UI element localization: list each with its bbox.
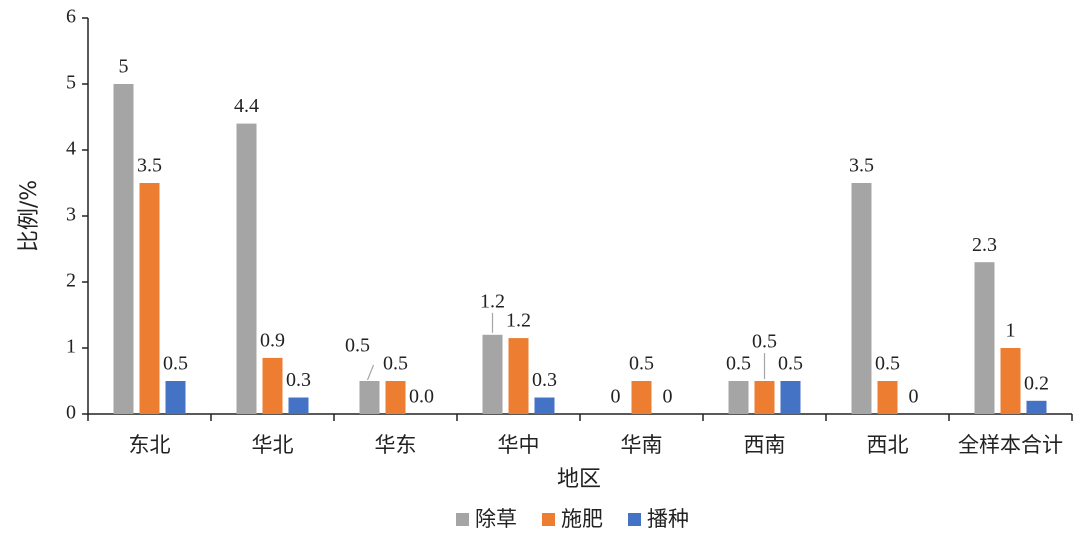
y-tick-label: 2: [66, 270, 76, 292]
data-label: 0.5: [778, 353, 803, 375]
data-label: 1: [1006, 320, 1016, 342]
data-label: 3.5: [849, 155, 874, 177]
x-category-label: 全样本合计: [958, 433, 1063, 457]
data-label: 0.0: [409, 386, 434, 408]
data-label: 0.5: [875, 353, 900, 375]
x-category-label: 华东: [375, 433, 417, 457]
y-tick-label: 3: [66, 204, 76, 226]
x-category-label: 华中: [498, 433, 540, 457]
bar: [1000, 348, 1021, 414]
bar: [288, 397, 309, 414]
bar: [482, 334, 503, 414]
legend-swatch: [542, 513, 555, 526]
x-category-label: 西南: [744, 433, 786, 457]
data-label: 0.2: [1024, 372, 1049, 394]
data-label: 0.3: [532, 369, 557, 391]
y-tick-label: 4: [66, 138, 76, 160]
bar: [385, 381, 406, 414]
bar: [780, 381, 801, 414]
legend-label: 除草: [475, 507, 517, 531]
data-label: 0.5: [629, 353, 654, 375]
data-label: 0.5: [726, 353, 751, 375]
legend-label: 播种: [647, 507, 689, 531]
data-labels: 53.50.54.40.90.30.50.50.01.21.20.300.500…: [119, 56, 1050, 408]
leader-lines: [366, 312, 766, 381]
y-tick-label: 6: [66, 6, 76, 28]
data-label: 0.3: [286, 369, 311, 391]
data-label: 0.5: [383, 353, 408, 375]
leader-line: [366, 364, 375, 381]
data-label: 1.2: [506, 310, 531, 332]
data-label: 0: [663, 386, 673, 408]
data-label: 0.5: [752, 331, 777, 353]
bar: [1026, 400, 1047, 414]
bar: [974, 262, 995, 414]
legend: 除草 施肥 播种: [456, 507, 689, 531]
data-label: 4.4: [234, 95, 259, 117]
x-axis-title: 地区: [557, 467, 601, 492]
bar: [728, 381, 749, 414]
y-tick-label: 5: [66, 72, 76, 94]
legend-label: 施肥: [561, 507, 603, 531]
data-label: 0.5: [345, 335, 370, 357]
bar: [851, 183, 872, 414]
data-label: 5: [119, 56, 129, 78]
bar: [631, 381, 652, 414]
data-label: 0: [909, 386, 919, 408]
data-label: 3.5: [137, 155, 162, 177]
data-label: 1.2: [480, 290, 505, 312]
x-axis: [87, 413, 1073, 421]
x-category-label: 西北: [867, 433, 909, 457]
x-category-label: 东北: [129, 433, 171, 457]
bar: [877, 381, 898, 414]
bar: [262, 357, 283, 414]
y-axis: [82, 17, 89, 415]
bar: [113, 84, 134, 414]
data-label: 2.3: [972, 234, 997, 256]
legend-swatch: [456, 513, 469, 526]
x-tick-labels: 东北 华北 华东 华中 华南 西南 西北 全样本合计: [129, 433, 1064, 457]
data-label: 0.5: [163, 353, 188, 375]
x-category-label: 华南: [621, 433, 663, 457]
data-label: 0.9: [260, 329, 285, 351]
bar: [508, 338, 529, 414]
bar: [359, 381, 380, 414]
legend-swatch: [628, 513, 641, 526]
bar: [236, 123, 257, 414]
y-tick-label: 1: [66, 336, 76, 358]
bars: [113, 84, 1047, 414]
x-category-label: 华北: [252, 433, 294, 457]
bar: [139, 183, 160, 414]
bar: [534, 397, 555, 414]
bar: [165, 381, 186, 414]
y-tick-label: 0: [66, 402, 76, 424]
data-label: 0: [611, 386, 621, 408]
y-axis-title: 比例/%: [17, 180, 42, 252]
bar: [754, 381, 775, 414]
y-tick-labels: 0 1 2 3 4 5 6: [66, 6, 76, 424]
